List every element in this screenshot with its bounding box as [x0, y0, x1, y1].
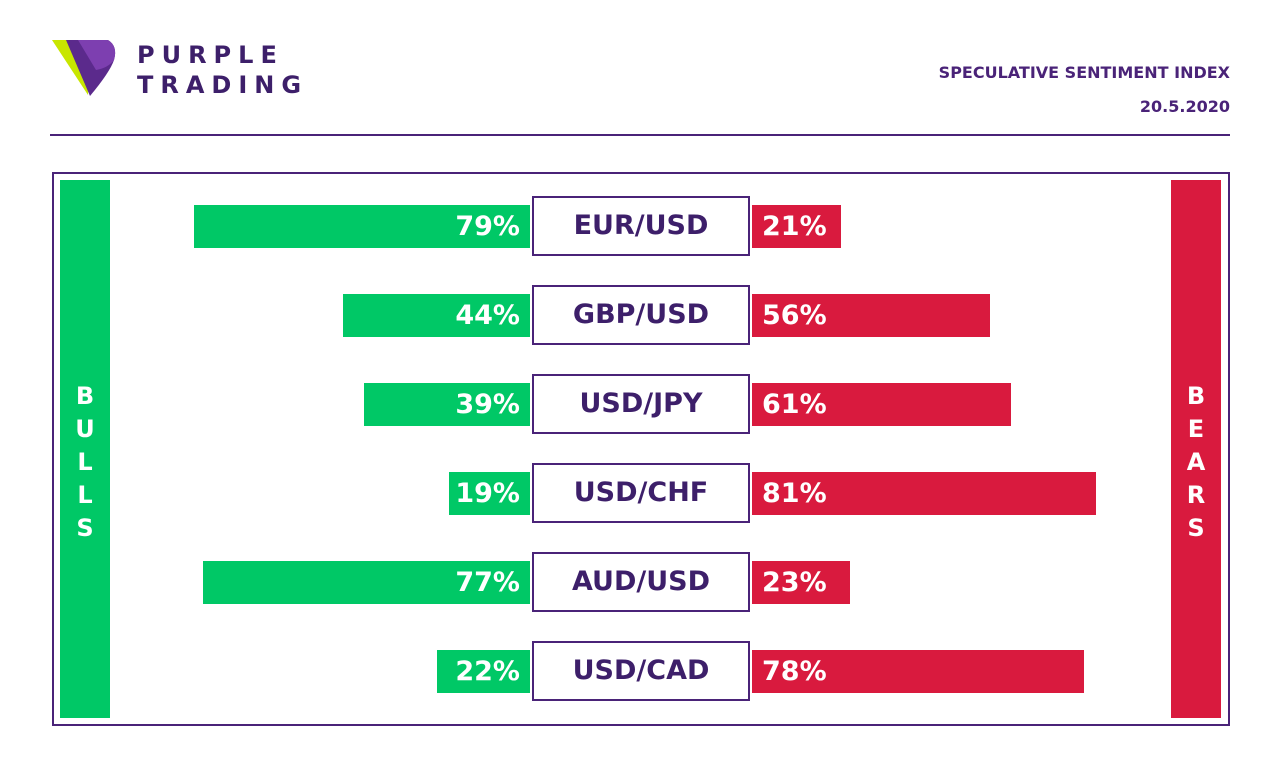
bear-bar: 21%	[752, 205, 842, 248]
currency-pair-label: USD/JPY	[532, 374, 750, 434]
bear-bar: 78%	[752, 650, 1084, 693]
bull-bar: 77%	[202, 561, 530, 604]
bear-bar: 56%	[752, 294, 990, 337]
bull-bar: 79%	[194, 205, 530, 248]
bears-label-letter: E	[1187, 415, 1205, 443]
bear-bar: 81%	[752, 472, 1097, 515]
brand-line-2: TRADING	[137, 71, 309, 99]
bears-label-letter: A	[1186, 448, 1206, 476]
bear-bar: 61%	[752, 383, 1012, 426]
currency-pair-label: AUD/USD	[532, 552, 750, 612]
bulls-label-letter: L	[77, 448, 93, 476]
chart-frame	[52, 172, 1230, 726]
brand-name: PURPLE TRADING	[137, 40, 308, 100]
bears-label-letter: S	[1187, 514, 1205, 542]
bull-bar: 39%	[364, 383, 530, 426]
bears-label-letter: B	[1186, 382, 1206, 410]
header-divider	[50, 134, 1230, 136]
bears-label-letter: R	[1186, 481, 1206, 509]
header: SPECULATIVE SENTIMENT INDEX 20.5.2020	[939, 56, 1230, 124]
page-title: SPECULATIVE SENTIMENT INDEX	[938, 63, 1230, 82]
bulls-label-letter: U	[75, 415, 95, 443]
bulls-label-letter: B	[75, 382, 95, 410]
bull-bar: 44%	[343, 294, 530, 337]
report-date: 20.5.2020	[1139, 97, 1230, 116]
currency-pair-label: EUR/USD	[532, 196, 750, 256]
currency-pair-label: USD/CHF	[532, 463, 750, 523]
purple-trading-logo-icon	[52, 40, 116, 96]
bull-bar: 19%	[449, 472, 530, 515]
bear-bar: 23%	[752, 561, 850, 604]
currency-pair-label: GBP/USD	[532, 285, 750, 345]
bulls-label-letter: S	[76, 514, 94, 542]
currency-pair-label: USD/CAD	[532, 641, 750, 701]
brand-line-1: PURPLE	[137, 41, 284, 69]
bull-bar: 22%	[436, 650, 530, 693]
bulls-label-letter: L	[77, 481, 93, 509]
